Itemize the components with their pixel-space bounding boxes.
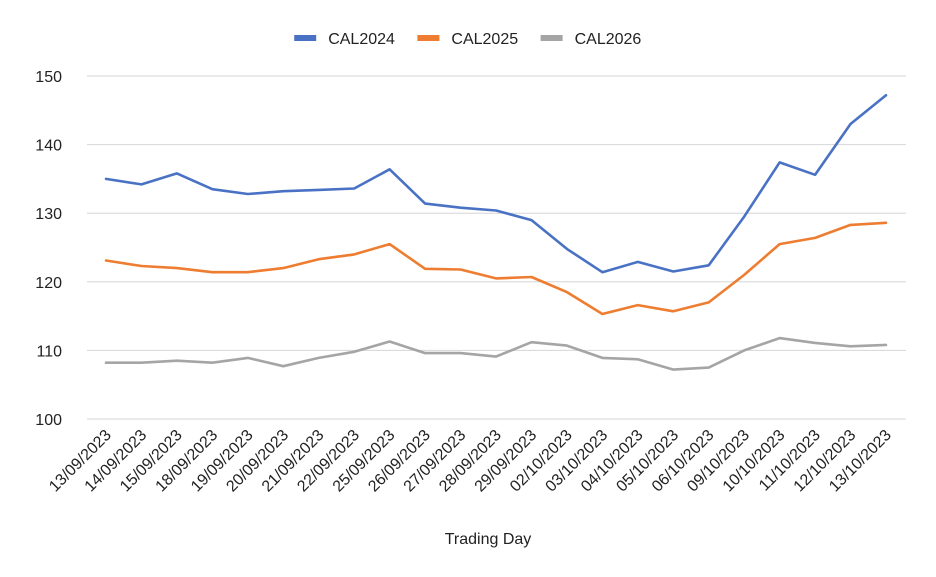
y-tick-label: 150 <box>35 69 62 86</box>
y-tick-label: 120 <box>35 275 62 292</box>
gridlines <box>87 75 906 420</box>
series-line-cal2024 <box>104 93 888 274</box>
y-tick-label: 110 <box>36 343 62 360</box>
x-axis-ticks: 13/09/202314/09/202315/09/202318/09/2023… <box>46 427 895 496</box>
legend-swatch-cal2024 <box>294 35 317 41</box>
legend-label-cal2024: CAL2024 <box>328 31 395 48</box>
y-tick-label: 100 <box>35 412 62 429</box>
x-axis-title: Trading Day <box>445 531 532 548</box>
series-line-cal2026 <box>104 336 888 371</box>
legend-label-cal2025: CAL2025 <box>451 31 518 48</box>
y-tick-label: 130 <box>35 206 62 223</box>
legend-swatch-cal2025 <box>417 35 440 41</box>
series-line-cal2025 <box>104 221 888 316</box>
legend: CAL2024 CAL2025 CAL2026 <box>294 31 641 48</box>
y-tick-label: 140 <box>35 138 62 155</box>
legend-swatch-cal2026 <box>540 35 563 41</box>
y-axis-ticks: 100 110 120 130 140 150 <box>35 69 62 429</box>
legend-label-cal2026: CAL2026 <box>575 31 642 48</box>
series-lines <box>104 93 888 371</box>
